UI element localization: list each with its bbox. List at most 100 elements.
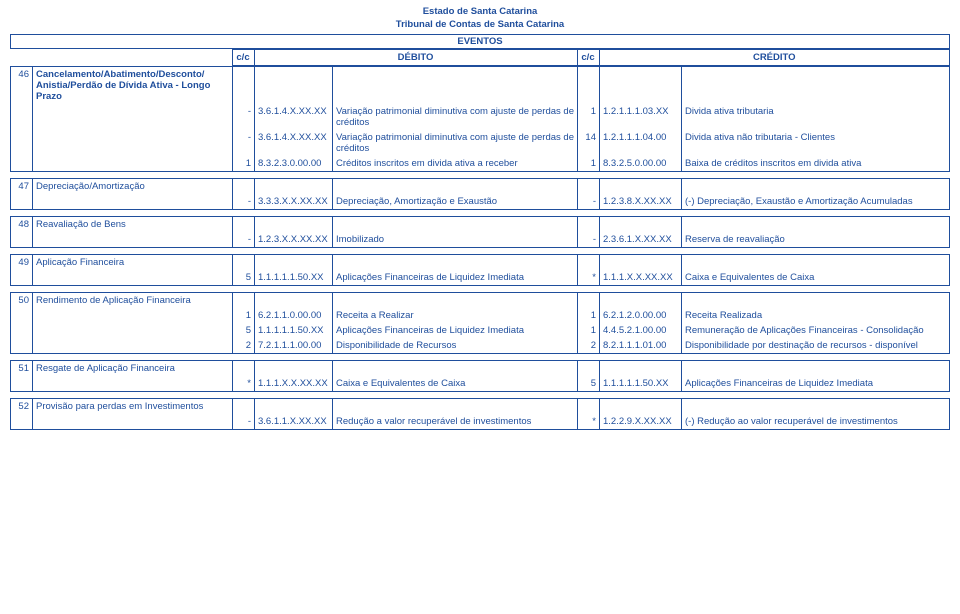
debit-cc: - <box>233 232 255 248</box>
credit-code: 1.2.1.1.1.03.XX <box>600 104 682 130</box>
section-table: 50Rendimento de Aplicação Financeira16.2… <box>10 292 950 354</box>
empty-cell <box>255 398 333 414</box>
empty-cell <box>578 66 600 104</box>
empty-cell <box>578 360 600 376</box>
empty-cell <box>255 216 333 232</box>
data-row: 27.2.1.1.1.00.00Disponibilidade de Recur… <box>11 338 950 354</box>
data-row: 51.1.1.1.1.50.XXAplicações Financeiras d… <box>11 323 950 338</box>
credit-code: 8.3.2.5.0.00.00 <box>600 156 682 172</box>
credit-cc: 2 <box>578 338 600 354</box>
empty-cell <box>233 66 255 104</box>
empty-cell <box>33 414 233 430</box>
empty-cell <box>333 292 578 308</box>
debit-cc: 1 <box>233 156 255 172</box>
debit-cc: 1 <box>233 308 255 323</box>
empty-cell <box>255 178 333 194</box>
section-title-row: 49Aplicação Financeira <box>11 254 950 270</box>
debit-desc: Variação patrimonial diminutiva com ajus… <box>333 104 578 130</box>
empty-cell <box>11 104 33 130</box>
empty-cell <box>578 216 600 232</box>
empty-cell <box>333 66 578 104</box>
section-title-row: 50Rendimento de Aplicação Financeira <box>11 292 950 308</box>
section-table: 52Provisão para perdas em Investimentos-… <box>10 398 950 430</box>
empty-cell <box>11 376 33 392</box>
empty-cell <box>233 178 255 194</box>
credit-cc: 5 <box>578 376 600 392</box>
empty-cell <box>233 360 255 376</box>
debit-code: 1.2.3.X.X.XX.XX <box>255 232 333 248</box>
section-title-row: 47Depreciação/Amortização <box>11 178 950 194</box>
section-title: Rendimento de Aplicação Financeira <box>33 292 233 308</box>
credit-desc: Disponibilidade por destinação de recurs… <box>682 338 950 354</box>
header-line2: Tribunal de Contas de Santa Catarina <box>10 19 950 31</box>
debit-desc: Aplicações Financeiras de Liquidez Imedi… <box>333 270 578 286</box>
section-table: 48Reavaliação de Bens-1.2.3.X.X.XX.XXImo… <box>10 216 950 248</box>
credit-code: 2.3.6.1.X.XX.XX <box>600 232 682 248</box>
empty-cell <box>682 178 950 194</box>
empty-cell <box>33 376 233 392</box>
empty-cell <box>333 216 578 232</box>
empty-cell <box>333 178 578 194</box>
page-header: Estado de Santa Catarina Tribunal de Con… <box>10 6 950 32</box>
empty-cell <box>11 414 33 430</box>
credit-code: 6.2.1.2.0.00.00 <box>600 308 682 323</box>
credit-cc: 1 <box>578 323 600 338</box>
empty-cell <box>600 360 682 376</box>
credit-code: 1.2.1.1.1.04.00 <box>600 130 682 156</box>
empty-cell <box>255 254 333 270</box>
section-title-row: 46Cancelamento/Abatimento/Desconto/ Anis… <box>11 66 950 104</box>
empty-cell <box>333 360 578 376</box>
empty-cell <box>578 398 600 414</box>
credit-cc: 1 <box>578 156 600 172</box>
data-row: 16.2.1.1.0.00.00Receita a Realizar16.2.1… <box>11 308 950 323</box>
credit-cc: * <box>578 414 600 430</box>
debit-cc: 2 <box>233 338 255 354</box>
empty-cell <box>33 104 233 130</box>
data-row: -3.3.3.X.X.XX.XXDepreciação, Amortização… <box>11 194 950 210</box>
column-header-row: c/c DÉBITO c/c CRÉDITO <box>10 49 950 65</box>
empty-cell <box>11 232 33 248</box>
section-title: Aplicação Financeira <box>33 254 233 270</box>
data-row: -3.6.1.1.X.XX.XXRedução a valor recuperá… <box>11 414 950 430</box>
empty-cell <box>11 308 33 323</box>
credit-cc: - <box>578 232 600 248</box>
credit-code: 1.2.3.8.X.XX.XX <box>600 194 682 210</box>
credit-cc: 14 <box>578 130 600 156</box>
empty-cell <box>33 338 233 354</box>
empty-cell <box>600 216 682 232</box>
data-row: -3.6.1.4.X.XX.XXVariação patrimonial dim… <box>11 130 950 156</box>
col-cc-debit: c/c <box>232 49 254 65</box>
credit-code: 1.1.1.X.X.XX.XX <box>600 270 682 286</box>
section-title-row: 52Provisão para perdas em Investimentos <box>11 398 950 414</box>
col-debito: DÉBITO <box>254 49 577 65</box>
debit-desc: Aplicações Financeiras de Liquidez Imedi… <box>333 323 578 338</box>
empty-cell <box>682 292 950 308</box>
empty-cell <box>682 360 950 376</box>
credit-desc: Reserva de reavaliação <box>682 232 950 248</box>
credit-desc: (-) Depreciação, Exaustão e Amortização … <box>682 194 950 210</box>
section-title-row: 51Resgate de Aplicação Financeira <box>11 360 950 376</box>
empty-cell <box>600 178 682 194</box>
credit-desc: Caixa e Equivalentes de Caixa <box>682 270 950 286</box>
credit-code: 1.2.2.9.X.XX.XX <box>600 414 682 430</box>
section-number: 49 <box>11 254 33 270</box>
credit-cc: * <box>578 270 600 286</box>
empty-cell <box>682 66 950 104</box>
credit-cc: 1 <box>578 104 600 130</box>
empty-cell <box>600 254 682 270</box>
debit-desc: Variação patrimonial diminutiva com ajus… <box>333 130 578 156</box>
empty-cell <box>578 178 600 194</box>
section-number: 48 <box>11 216 33 232</box>
data-row: -3.6.1.4.X.XX.XXVariação patrimonial dim… <box>11 104 950 130</box>
empty-cell <box>11 130 33 156</box>
empty-cell <box>11 323 33 338</box>
debit-cc: - <box>233 104 255 130</box>
debit-code: 3.6.1.4.X.XX.XX <box>255 130 333 156</box>
data-row: *1.1.1.X.X.XX.XXCaixa e Equivalentes de … <box>11 376 950 392</box>
column-header-table: c/c DÉBITO c/c CRÉDITO <box>10 49 950 66</box>
credit-desc: Baixa de créditos inscritos em divida at… <box>682 156 950 172</box>
debit-code: 1.1.1.X.X.XX.XX <box>255 376 333 392</box>
empty-cell <box>682 398 950 414</box>
credit-desc: Receita Realizada <box>682 308 950 323</box>
empty-cell <box>11 156 33 172</box>
